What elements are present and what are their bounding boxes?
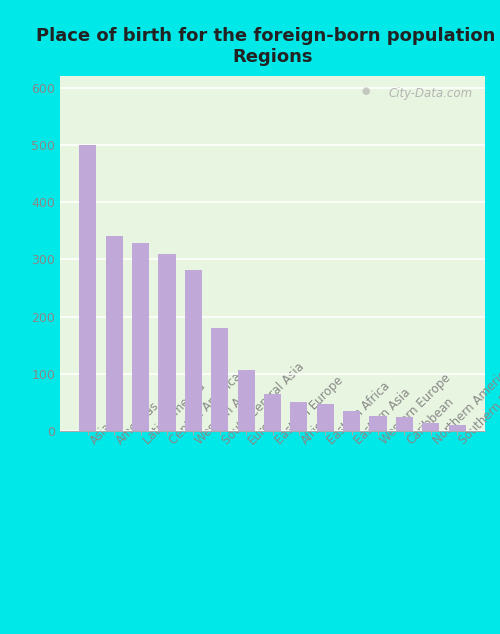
Bar [80,145,96,431]
Bar [290,403,308,431]
Text: City-Data.com: City-Data.com [388,87,472,100]
Bar [185,269,202,431]
Bar [211,328,228,431]
Bar [158,254,176,431]
Bar [264,394,281,431]
Bar [132,243,149,431]
Title: Place of birth for the foreign-born population -
Regions: Place of birth for the foreign-born popu… [36,27,500,66]
Bar [422,423,440,431]
Bar [370,416,386,431]
Bar [316,404,334,431]
Bar [343,411,360,431]
Text: ●: ● [362,86,370,96]
Bar [448,425,466,431]
Bar [396,417,413,431]
Bar [238,370,254,431]
Bar [106,236,123,431]
